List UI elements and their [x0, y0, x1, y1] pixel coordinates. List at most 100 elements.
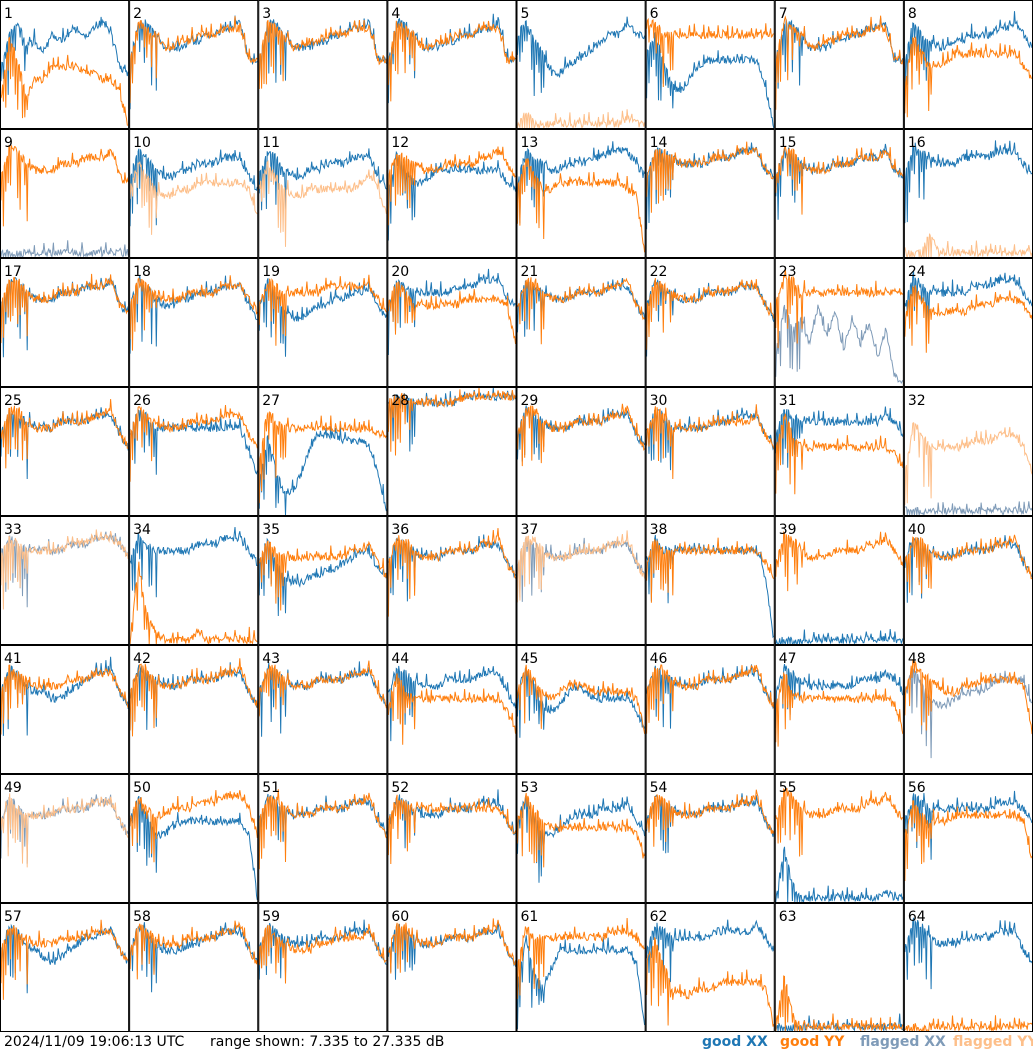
panel-63: 63: [774, 903, 904, 1032]
series-yy-panel-7: [775, 15, 904, 110]
panel-frame: [774, 129, 904, 258]
panel-11: 11: [258, 129, 388, 258]
panel-33: 33: [0, 516, 130, 645]
panel-frame: [0, 516, 130, 645]
panel-label: 2: [133, 6, 142, 22]
panel-43: 43: [258, 645, 388, 774]
series-xx-panel-51: [258, 793, 387, 853]
panel-frame: [129, 774, 259, 903]
panel-21: 21: [516, 258, 646, 387]
series-xx-panel-9: [0, 240, 129, 258]
series-yy-panel-28: [387, 387, 516, 456]
panel-frame: [0, 645, 130, 774]
panel-frame: [387, 258, 517, 387]
series-yy-panel-35: [258, 540, 387, 611]
panel-41: 41: [0, 645, 130, 774]
series-xx-panel-64: [904, 917, 1033, 990]
panel-frame: [387, 645, 517, 774]
panel-36: 36: [387, 516, 517, 645]
timestamp: 2024/11/09 19:06:13 UTC: [4, 1034, 185, 1050]
panel-label: 38: [650, 522, 668, 538]
panel-frame: [387, 903, 517, 1032]
panel-40: 40: [903, 516, 1033, 645]
series-xx-panel-19: [258, 278, 387, 357]
panel-frame: [516, 129, 646, 258]
series-yy-panel-30: [646, 404, 775, 480]
series-yy-panel-2: [129, 16, 258, 104]
panel-frame: [774, 516, 904, 645]
panel-frame: [774, 903, 904, 1032]
panel-label: 7: [779, 6, 788, 22]
series-yy-panel-15: [775, 145, 904, 215]
panel-62: 62: [645, 903, 775, 1032]
panel-42: 42: [129, 645, 259, 774]
series-xx-panel-27: [258, 426, 387, 516]
panel-7: 7: [774, 0, 904, 129]
series-yy-panel-5: [517, 109, 646, 129]
series-xx-panel-50: [129, 795, 258, 901]
panel-49: 49: [0, 774, 130, 903]
series-yy-panel-13: [517, 158, 646, 253]
series-yy-panel-57: [0, 919, 129, 1000]
series-xx-panel-58: [129, 922, 258, 993]
series-yy-panel-17: [0, 273, 129, 344]
series-yy-panel-48: [904, 659, 1033, 735]
panel-6: 6: [645, 0, 775, 129]
panel-label: 13: [521, 135, 539, 151]
panel-label: 41: [4, 651, 22, 667]
series-yy-panel-18: [129, 275, 258, 351]
panel-57: 57: [0, 903, 130, 1032]
series-xx-panel-45: [517, 666, 646, 738]
panel-label: 42: [133, 651, 151, 667]
panel-52: 52: [387, 774, 517, 903]
series-yy-panel-31: [775, 413, 904, 495]
series-xx-panel-8: [904, 11, 1033, 107]
panel-37: 37: [516, 516, 646, 645]
series-xx-panel-48: [904, 668, 1033, 759]
panel-45: 45: [516, 645, 646, 774]
series-xx-panel-40: [904, 535, 1033, 603]
panel-5: 5: [516, 0, 646, 129]
series-xx-panel-5: [517, 16, 646, 97]
panel-59: 59: [258, 903, 388, 1032]
panel-2: 2: [129, 0, 259, 129]
panel-label: 17: [4, 264, 22, 280]
series-yy-panel-10: [129, 160, 258, 235]
panel-4: 4: [387, 0, 517, 129]
series-yy-panel-37: [517, 530, 646, 603]
panel-frame: [645, 258, 775, 387]
series-yy-panel-21: [517, 277, 645, 345]
series-yy-panel-36: [387, 528, 516, 617]
panel-label: 56: [908, 780, 926, 796]
panel-frame: [129, 903, 259, 1032]
series-yy-panel-43: [258, 660, 387, 717]
panel-64: 64: [903, 903, 1033, 1032]
panel-22: 22: [645, 258, 775, 387]
panel-label: 59: [262, 909, 280, 925]
panel-frame: [516, 645, 646, 774]
series-yy-panel-23: [775, 269, 904, 349]
series-yy-panel-24: [904, 285, 1033, 353]
panel-label: 48: [908, 651, 926, 667]
series-yy-panel-54: [646, 789, 775, 847]
series-xx-panel-46: [646, 664, 775, 729]
panel-10: 10: [129, 129, 259, 258]
series-xx-panel-41: [0, 656, 129, 736]
series-yy-panel-38: [646, 537, 775, 603]
series-yy-panel-4: [387, 20, 516, 102]
series-yy-panel-61: [517, 917, 645, 1000]
panel-frame: [0, 774, 130, 903]
series-yy-panel-8: [904, 36, 1033, 118]
panel-frame: [387, 774, 517, 903]
series-yy-panel-59: [258, 923, 387, 984]
panel-61: 61: [516, 903, 646, 1032]
series-yy-panel-50: [129, 790, 258, 863]
series-yy-panel-44: [387, 673, 516, 745]
panel-label: 54: [650, 780, 668, 796]
panel-60: 60: [387, 903, 517, 1032]
legend-flagged-xx: flagged XX: [860, 1034, 946, 1050]
panel-label: 12: [391, 135, 409, 151]
series-yy-panel-29: [517, 403, 645, 467]
series-yy-panel-60: [387, 918, 516, 974]
